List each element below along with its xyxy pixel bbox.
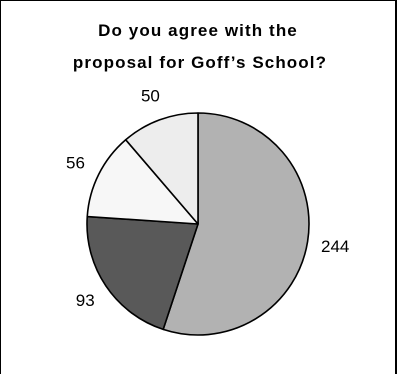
pie-slice-56 <box>86 138 199 225</box>
pie-data-labels: 244 93 56 50 <box>66 87 349 310</box>
chart-title-line-2: proposal for Goff’s School? <box>73 53 327 72</box>
pie-slice-244 <box>162 112 310 336</box>
pie-data-label-244: 244 <box>321 237 349 256</box>
pie-data-label-50: 50 <box>141 87 160 106</box>
pie-slices <box>86 112 310 336</box>
pie-data-label-56: 56 <box>66 154 85 173</box>
pie-data-label-93: 93 <box>76 291 95 310</box>
pie-slice-50 <box>124 112 199 225</box>
chart-title-line-1: Do you agree with the <box>98 21 298 40</box>
pie-slice-93 <box>86 215 199 331</box>
